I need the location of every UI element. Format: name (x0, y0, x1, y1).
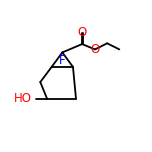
Text: HO: HO (14, 92, 32, 105)
Text: O: O (90, 43, 100, 56)
Text: O: O (78, 26, 87, 39)
Text: F: F (59, 54, 66, 67)
